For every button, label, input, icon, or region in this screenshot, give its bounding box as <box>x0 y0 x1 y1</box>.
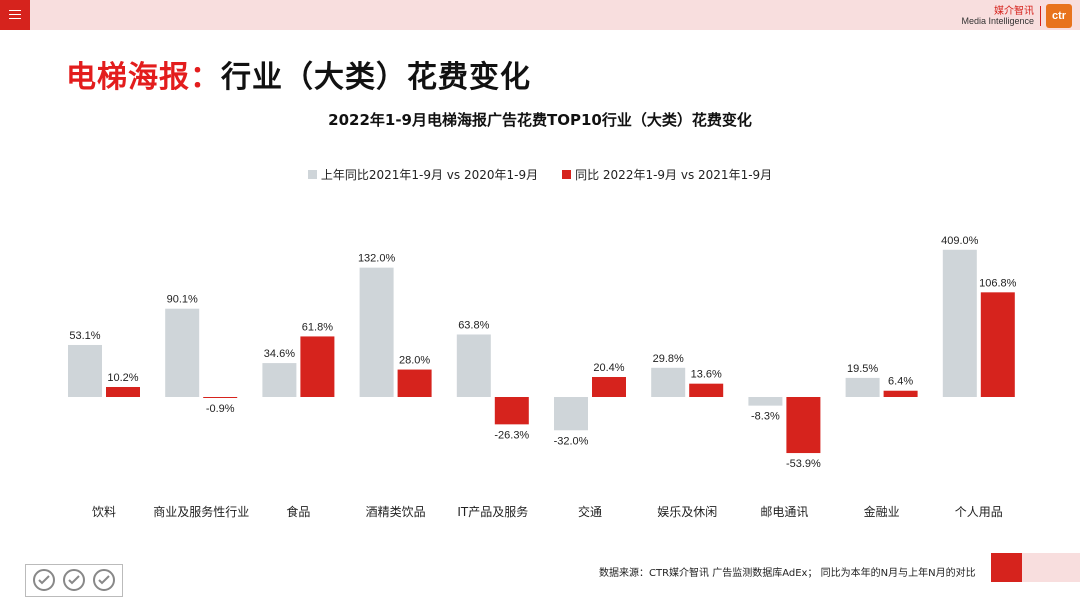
data-label: 28.0% <box>399 355 430 367</box>
category-label: 食品 <box>286 504 310 519</box>
data-label: 6.4% <box>888 376 913 388</box>
data-label: 106.8% <box>979 277 1017 289</box>
page-title-prefix: 电梯海报： <box>66 60 221 95</box>
brand-logo-group: 媒介智讯 Media Intelligence ctr <box>961 4 1072 28</box>
chart-title: 2022年1-9月电梯海报广告花费TOP10行业（大类）花费变化 <box>328 111 752 129</box>
legend-item-current-year: 同比 2022年1-9月 vs 2021年1-9月 <box>562 166 772 183</box>
certification-badges <box>25 564 123 597</box>
sgs-certification-icon <box>93 568 115 591</box>
category-label: 饮料 <box>92 505 116 519</box>
legend-item-previous-year: 上年同比2021年1-9月 vs 2020年1-9月 <box>307 166 539 183</box>
data-label: 132.0% <box>358 253 396 265</box>
page-title: 电梯海报：行业（大类）花费变化 <box>66 52 531 96</box>
data-label: -26.3% <box>494 429 529 441</box>
data-label: 61.8% <box>302 321 333 333</box>
category-label: IT产品及服务 <box>457 504 528 519</box>
legend-swatch-gray <box>307 170 317 179</box>
category-label: 交通 <box>578 504 602 519</box>
data-label: -32.0% <box>554 435 589 447</box>
data-label: -0.9% <box>206 403 235 415</box>
bar-current-9 <box>980 292 1015 397</box>
category-label: 金融业 <box>864 504 900 519</box>
data-label: -8.3% <box>751 411 780 423</box>
data-label: 10.2% <box>107 372 138 384</box>
brand-name-cn: 媒介智讯 <box>994 5 1034 17</box>
brand-divider <box>1040 6 1041 26</box>
brand-name-en: Media Intelligence <box>961 15 1034 26</box>
data-label: 409.0% <box>941 235 979 247</box>
chart-legend: 上年同比2021年1-9月 vs 2020年1-9月 同比 2022年1-9月 … <box>0 166 1080 183</box>
bar-previous-5 <box>554 397 588 431</box>
bar-current-8 <box>883 390 918 397</box>
bar-previous-6 <box>651 367 686 397</box>
ctr-logo: ctr <box>1046 4 1072 28</box>
data-label: 53.1% <box>69 330 100 342</box>
category-label: 邮电通讯 <box>760 505 808 519</box>
data-label: 29.8% <box>653 353 684 365</box>
bar-previous-7 <box>748 397 783 406</box>
data-source-note: 数据来源：CTR媒介智讯 广告监测数据库AdEx； 同比为本年的N月与上年N月的… <box>599 568 976 579</box>
sgs-certification-icon <box>33 568 55 591</box>
category-label: 商业及服务性行业 <box>153 504 249 519</box>
data-label: 20.4% <box>593 362 624 374</box>
category-label: 酒精类饮品 <box>366 505 426 519</box>
data-label: 63.8% <box>458 319 489 331</box>
legend-label-previous-year: 上年同比2021年1-9月 vs 2020年1-9月 <box>320 168 539 182</box>
data-label: -53.9% <box>786 458 821 470</box>
category-label: 娱乐及休闲 <box>657 505 717 519</box>
footer-red-block <box>991 553 1022 582</box>
bar-current-5 <box>592 377 626 397</box>
hamburger-icon <box>9 10 21 20</box>
data-label: 13.6% <box>691 369 722 381</box>
bar-current-6 <box>689 383 724 397</box>
legend-swatch-red <box>562 170 572 179</box>
bar-previous-1 <box>165 308 200 397</box>
data-label: 90.1% <box>167 294 198 306</box>
bar-current-4 <box>494 397 529 425</box>
top-bar <box>0 0 1080 30</box>
bar-current-0 <box>106 387 140 397</box>
sgs-certification-icon <box>63 568 85 591</box>
bar-current-2 <box>300 336 335 397</box>
bar-previous-8 <box>845 377 880 397</box>
bar-previous-3 <box>359 267 394 397</box>
data-label: 34.6% <box>264 348 295 360</box>
bar-previous-9 <box>942 249 977 397</box>
menu-button[interactable] <box>0 0 30 30</box>
page-title-main: 行业（大类）花费变化 <box>221 60 531 95</box>
bar-current-3 <box>397 369 432 397</box>
bar-current-1 <box>203 397 238 398</box>
bar-previous-2 <box>262 363 297 397</box>
bar-previous-4 <box>456 334 491 397</box>
bar-current-7 <box>786 397 821 454</box>
legend-label-current-year: 同比 2022年1-9月 vs 2021年1-9月 <box>575 168 773 182</box>
bar-previous-0 <box>68 344 102 397</box>
category-label: 个人用品 <box>955 505 1003 519</box>
data-label: 19.5% <box>847 363 878 375</box>
